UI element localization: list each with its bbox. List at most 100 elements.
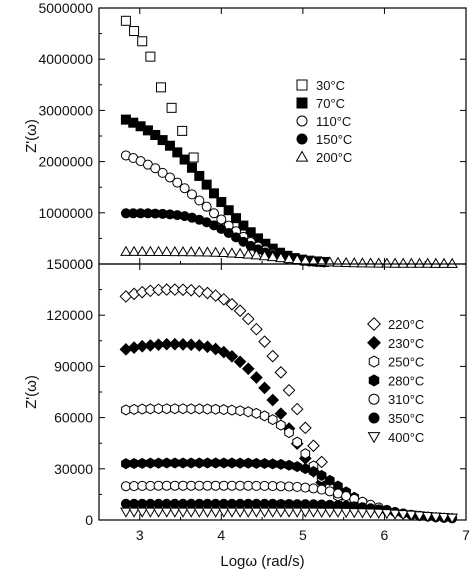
data-point xyxy=(186,162,197,173)
data-point xyxy=(258,335,271,348)
data-point xyxy=(227,404,237,416)
data-point xyxy=(231,232,242,243)
legend-label: 70°C xyxy=(316,96,345,111)
y-tick-label: 120000 xyxy=(46,307,93,323)
data-point xyxy=(186,403,196,415)
data-point xyxy=(202,480,213,491)
data-point xyxy=(152,507,165,518)
legend: 220°C 230°C 250°C 280°C 310°C 350°C 400°C xyxy=(367,317,424,445)
data-point xyxy=(225,349,239,363)
data-point xyxy=(157,167,168,178)
data-point xyxy=(172,147,183,158)
data-point xyxy=(137,498,148,509)
data-point xyxy=(233,304,247,318)
data-point xyxy=(235,480,246,491)
data-point xyxy=(299,421,312,435)
data-point xyxy=(169,245,181,257)
data-point xyxy=(155,82,166,93)
legend-marker xyxy=(367,432,381,444)
data-point xyxy=(381,509,393,520)
data-point xyxy=(325,474,335,486)
data-point xyxy=(144,245,157,256)
data-point xyxy=(291,507,303,518)
data-point xyxy=(300,463,311,475)
panel-bottom: 0 30000 60000 90000 120000 150000 3 4 5 6 7 Z'(ω) Lo… xyxy=(23,256,470,570)
data-point xyxy=(243,457,254,469)
data-point xyxy=(129,481,140,492)
data-point xyxy=(176,283,190,297)
data-point xyxy=(166,102,177,113)
legend-label: 200°C xyxy=(316,150,352,165)
data-point xyxy=(144,507,157,518)
data-point xyxy=(243,480,254,491)
data-point xyxy=(397,510,410,521)
data-point xyxy=(275,251,287,263)
data-point xyxy=(218,404,229,416)
data-point xyxy=(202,498,213,509)
data-point xyxy=(210,403,221,415)
data-point xyxy=(258,507,271,518)
data-point xyxy=(188,152,199,163)
data-point xyxy=(348,508,361,519)
x-tick-label: 6 xyxy=(381,527,389,543)
legend-marker xyxy=(295,150,309,162)
data-point xyxy=(128,245,140,256)
y-tick-label: 4000000 xyxy=(38,51,93,67)
data-point xyxy=(216,214,227,225)
data-point xyxy=(259,457,270,470)
data-point xyxy=(226,247,238,258)
y-tick-label: 150000 xyxy=(46,256,93,272)
data-point xyxy=(193,246,206,257)
data-point xyxy=(243,406,254,418)
data-point xyxy=(150,129,161,140)
data-point xyxy=(145,498,156,509)
legend-label: 350°C xyxy=(388,411,424,426)
legend-label: 400°C xyxy=(388,430,424,445)
series-250C xyxy=(121,403,351,508)
legend-marker xyxy=(296,115,308,127)
data-point xyxy=(194,498,205,509)
data-point xyxy=(235,457,245,469)
data-point xyxy=(275,507,287,518)
data-point xyxy=(283,252,295,264)
data-point xyxy=(251,457,262,469)
data-point xyxy=(307,255,320,266)
data-point xyxy=(258,381,271,395)
data-point xyxy=(218,457,229,469)
data-point xyxy=(193,507,206,518)
data-point xyxy=(316,484,327,495)
data-point xyxy=(121,404,131,416)
data-point xyxy=(292,481,303,492)
data-point xyxy=(129,403,139,415)
data-point xyxy=(170,403,180,415)
y-axis-title: Z'(ω) xyxy=(23,375,40,409)
panel-top: 0 1000000 2000000 3000000 4000000 5000000 Z'(ω… xyxy=(23,0,467,272)
data-point xyxy=(315,455,328,469)
data-point xyxy=(245,227,256,238)
data-point xyxy=(160,507,173,518)
data-point xyxy=(283,507,295,518)
data-point xyxy=(194,195,205,206)
data-point xyxy=(152,245,165,256)
data-point xyxy=(128,507,140,518)
data-point xyxy=(216,197,227,208)
data-point xyxy=(161,457,172,469)
data-point xyxy=(192,339,206,352)
data-point xyxy=(121,458,131,470)
data-point xyxy=(332,507,344,518)
data-point xyxy=(251,498,262,509)
data-point xyxy=(292,499,303,510)
data-point xyxy=(179,183,190,194)
data-point xyxy=(153,480,164,491)
data-point xyxy=(446,257,458,268)
data-point xyxy=(292,461,302,473)
data-point xyxy=(430,257,442,268)
data-point xyxy=(186,480,197,491)
data-point xyxy=(258,250,271,261)
x-tick-label: 3 xyxy=(136,527,144,543)
data-point xyxy=(201,507,214,518)
data-point xyxy=(164,172,175,183)
data-point xyxy=(323,507,336,518)
data-point xyxy=(226,507,238,518)
data-point xyxy=(356,508,369,519)
